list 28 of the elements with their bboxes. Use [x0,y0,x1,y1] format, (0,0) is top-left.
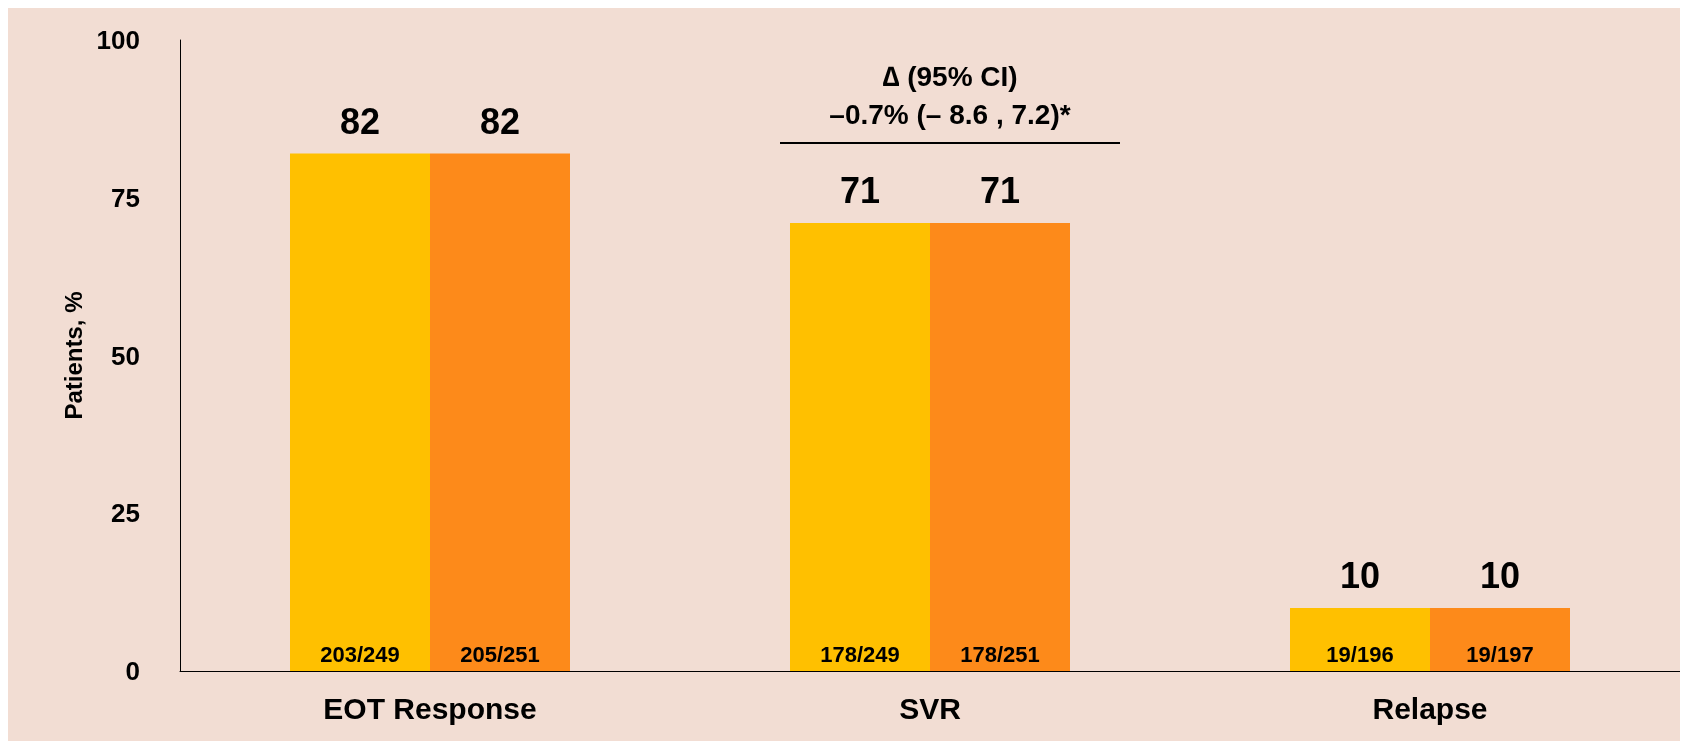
bar [930,222,1070,671]
annotation: 19/197 [1466,641,1534,667]
annotation: 205/251 [460,641,540,667]
y-tick-label: 50 [111,340,140,371]
x-tick-label: Relapse [1372,691,1488,725]
x-tick-label: SVR [899,691,962,725]
bar [290,153,430,671]
data-label: 82 [339,101,381,143]
annotation: 178/251 [960,641,1040,667]
y-tick-label: 100 [96,25,140,55]
bar [430,153,570,671]
annotation: ∆ (95% CI) –0.7% (– 8.6 , 7.2)* [828,60,1072,132]
bar [790,222,930,671]
data-label: 10 [1339,555,1381,597]
y-tick-label: 25 [111,498,140,529]
data-label: 10 [1479,555,1521,597]
data-label: 82 [479,101,521,143]
annotation: 178/249 [820,641,900,667]
data-label: 71 [839,170,881,212]
annotation: 203/249 [320,641,400,667]
bar [1290,607,1430,671]
y-axis-title: Patients, % [60,291,88,420]
y-tick-label: 75 [111,182,140,213]
data-label: 71 [979,170,1021,212]
x-tick-label: EOT Response [323,691,537,725]
y-tick-label: 0 [125,656,140,686]
annotation: 19/196 [1326,641,1394,667]
bar [1430,607,1570,671]
